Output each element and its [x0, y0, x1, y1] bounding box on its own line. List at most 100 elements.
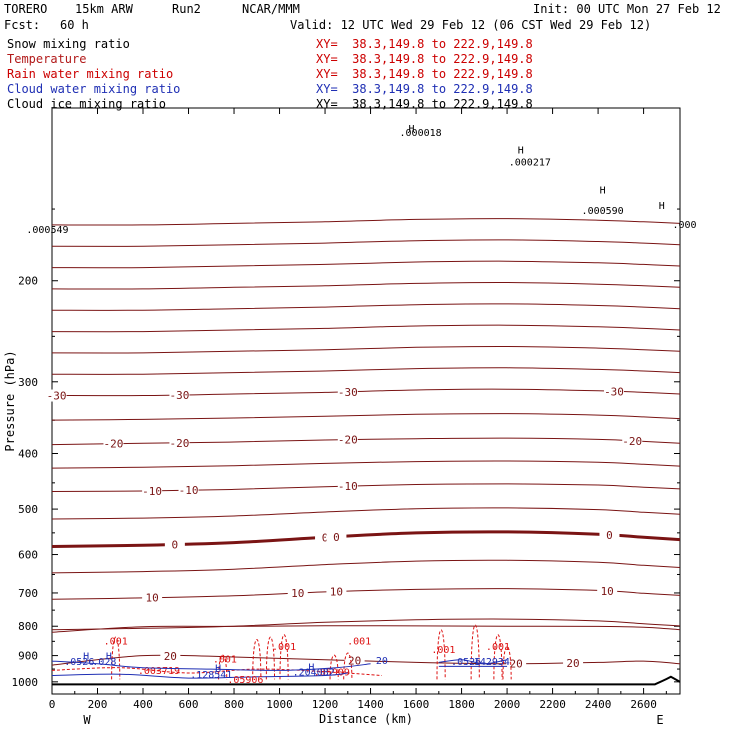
- x-tick-label: 2200: [539, 698, 566, 711]
- legend-temperature-xy: XY= 38.3,149.8 to 222.9,149.8: [316, 52, 533, 66]
- isotherm-label: 20: [348, 655, 361, 668]
- rain-water-label: .001: [486, 642, 510, 653]
- extremum-marker: H: [83, 652, 89, 663]
- cloud-water-contour-low: [51, 672, 348, 679]
- x-tick-label: 1200: [312, 698, 339, 711]
- x-tick-label: 1800: [448, 698, 475, 711]
- rain-water-contour: [265, 637, 276, 680]
- isotherm-label-bg: [164, 538, 185, 551]
- cloud-ice-label: .000018: [400, 128, 442, 139]
- x-end-label-east: E: [656, 713, 663, 727]
- extremum-marker: H: [308, 662, 314, 673]
- x-tick-label: 2000: [494, 698, 521, 711]
- x-tick-label: 1000: [266, 698, 293, 711]
- x-tick-label: 2400: [585, 698, 612, 711]
- isotherm-label: -20: [103, 438, 123, 451]
- isotherm-label: -20: [338, 434, 358, 447]
- legend-cloudice-name: Cloud ice mixing ratio: [7, 97, 166, 111]
- isotherm-label-bg: [506, 657, 527, 670]
- rain-water-label: .001: [272, 642, 296, 653]
- isotherm-label-bg: [326, 530, 347, 543]
- isotherm-label-bg: [103, 437, 124, 450]
- extremum-marker: H: [518, 145, 524, 156]
- legend-cloudice-xy: XY= 38.3,149.8 to 222.9,149.8: [316, 97, 533, 111]
- x-tick-label: 800: [224, 698, 244, 711]
- isotherm-label: 10: [291, 587, 304, 600]
- legend-temperature-name: Temperature: [7, 52, 87, 66]
- isotherm-intermediate: [51, 507, 681, 520]
- header-source: NCAR/MMM: [242, 2, 300, 16]
- rain-water-contour: [343, 652, 353, 680]
- isotherm-label: -10: [338, 480, 358, 493]
- cloud-water-label: 20: [376, 656, 388, 667]
- header-resolution: 15km ARW: [75, 2, 133, 16]
- legend-rain-xy: XY= 38.3,149.8 to 222.9,149.8: [316, 67, 533, 81]
- x-tick-label: 200: [88, 698, 108, 711]
- isotherm-label-bg: [622, 434, 643, 447]
- rain-water-contour: [502, 645, 512, 680]
- y-tick-label: 200: [18, 275, 38, 288]
- cloud-water-contour: [51, 660, 371, 671]
- legend-snow-xy: XY= 38.3,149.8 to 222.9,149.8: [316, 37, 533, 51]
- cloud-ice-label: .000549: [26, 225, 68, 236]
- rain-water-contour: [111, 637, 121, 680]
- isotherm-label: 20: [510, 658, 523, 671]
- header-fcst-value: 60 h: [60, 18, 89, 32]
- isotherm-label-bg: [604, 385, 625, 398]
- y-tick-label: 1000: [12, 676, 39, 689]
- legend-cloudwater-name: Cloud water mixing ratio: [7, 82, 181, 96]
- isotherm-20: [51, 654, 681, 666]
- isotherm-label: -20: [169, 437, 189, 450]
- legend-snow-name: Snow mixing ratio: [7, 37, 130, 51]
- isotherm-label: 0: [322, 531, 329, 544]
- x-tick-label: 600: [179, 698, 199, 711]
- y-tick-label: 900: [18, 650, 38, 663]
- rain-water-label: .001: [104, 636, 128, 647]
- isotherm-upper: [51, 281, 681, 290]
- isotherm-label-bg: [142, 484, 163, 497]
- extremum-marker: H: [106, 652, 112, 663]
- isotherm-intermediate: [51, 625, 681, 633]
- isotherm-label-bg: [142, 591, 163, 604]
- isotherm-label: -30: [604, 385, 624, 398]
- extremum-marker: H: [659, 201, 665, 212]
- isotherm-label-bg: [46, 389, 67, 402]
- cloud-ice-label: .000217: [509, 158, 551, 169]
- y-tick-label: 400: [18, 447, 38, 460]
- rain-water-contour: [470, 624, 480, 680]
- rain-water-label: .001: [347, 636, 371, 647]
- isotherm-lower: [51, 618, 681, 631]
- snow-label: .05906: [227, 675, 263, 686]
- isotherm-label-bg: [160, 649, 181, 662]
- rain-water-contour: [252, 639, 262, 680]
- isotherm-label-bg: [178, 484, 199, 497]
- isotherm-label: -20: [622, 435, 642, 448]
- y-tick-label: 300: [18, 376, 38, 389]
- rain-water-label: .05909: [314, 668, 350, 679]
- isotherm-upper: [51, 218, 681, 226]
- extremum-marker: H: [600, 186, 606, 197]
- isotherm-intermediate: [51, 559, 681, 574]
- isotherm-label-bg: [337, 480, 358, 493]
- cloud-water-label: .204082: [293, 668, 335, 679]
- isotherm-label: 10: [145, 592, 158, 605]
- cloud-water-label: .128541: [190, 670, 232, 681]
- cloud-ice-label: .000590: [582, 206, 624, 217]
- cloud-water-label: .142934: [468, 657, 510, 668]
- legend-cloudwater-xy: XY= 38.3,149.8 to 222.9,149.8: [316, 82, 533, 96]
- isotherm-label-bg: [599, 528, 620, 541]
- cloud-water-label: .0526: [64, 657, 94, 668]
- isotherm-upper: [51, 260, 681, 269]
- y-tick-label: 500: [18, 503, 38, 516]
- isotherm--20: [51, 437, 681, 446]
- extremum-marker: H: [408, 124, 414, 135]
- y-axis-title: Pressure (hPa): [3, 350, 17, 451]
- x-end-label-west: W: [83, 713, 91, 727]
- header-fcst-label: Fcst:: [4, 18, 41, 32]
- isotherm-label-bg: [326, 585, 347, 598]
- isotherm-label: 0: [172, 538, 179, 551]
- isotherm-label-bg: [563, 656, 584, 669]
- isotherm-label: -30: [47, 390, 67, 403]
